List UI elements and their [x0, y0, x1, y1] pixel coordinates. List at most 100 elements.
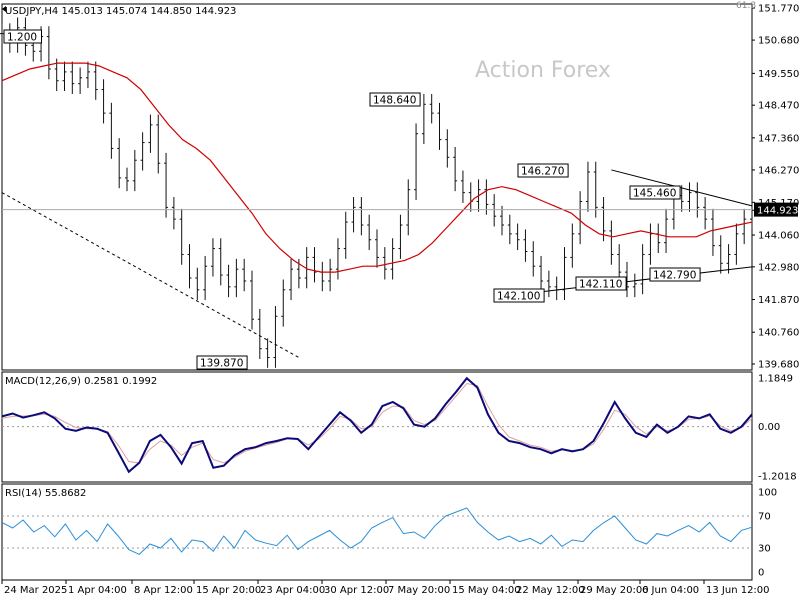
price-bar — [687, 182, 692, 212]
price-bar — [101, 79, 106, 124]
price-bar — [328, 258, 333, 292]
rsi-header: RSI(14) 55.8682 — [5, 488, 86, 499]
price-annotation: 142.790 — [649, 267, 701, 282]
fib-level-label: 61.8 — [736, 1, 756, 11]
moving-average-line — [1, 62, 753, 273]
price-bar — [718, 235, 723, 274]
macd-y-tick-label: -1.2018 — [758, 472, 797, 483]
price-bar — [500, 205, 504, 236]
price-bar — [453, 146, 458, 192]
price-bar — [539, 255, 544, 292]
price-bar — [265, 338, 270, 368]
price-bar — [742, 208, 747, 245]
price-bar — [429, 93, 434, 124]
price-bar — [531, 241, 536, 277]
price-bar — [226, 264, 231, 298]
price-bar — [695, 182, 700, 218]
price-bar — [195, 267, 200, 301]
price-bar — [390, 238, 395, 280]
rsi-line — [1, 507, 753, 555]
triangle-trendline — [611, 169, 753, 207]
price-annotation-box — [649, 267, 701, 282]
price-annotation-box — [517, 163, 569, 178]
price-annotation-label: 142.110 — [579, 279, 622, 291]
price-bar — [375, 229, 379, 268]
price-bar — [359, 197, 364, 236]
price-bar — [398, 214, 403, 259]
price-y-tick-label: 148.470 — [758, 101, 799, 112]
price-bar — [148, 114, 153, 153]
price-bar — [250, 270, 254, 330]
price-bar — [218, 238, 223, 286]
x-tick-label: 29 May 20:00 — [580, 585, 649, 596]
price-bar — [601, 197, 606, 242]
price-bar — [164, 152, 169, 218]
price-bar — [734, 223, 739, 265]
price-y-tick-label: 142.980 — [758, 262, 799, 273]
price-bar — [562, 247, 567, 301]
price-bar — [703, 197, 708, 230]
price-bar — [484, 179, 489, 215]
price-bar — [187, 244, 192, 289]
price-annotation: 142.110 — [575, 276, 627, 291]
price-bar — [726, 244, 731, 274]
macd-y-tick-label: 0.00 — [758, 422, 780, 433]
price-bar — [546, 270, 551, 298]
price-bar — [171, 197, 176, 230]
price-bar — [273, 305, 278, 368]
price-bar — [421, 93, 426, 145]
price-bar — [414, 123, 419, 200]
price-bar — [109, 102, 114, 159]
macd-y-tick-label: 1.1849 — [758, 374, 793, 385]
price-bar — [593, 161, 598, 218]
price-bar — [203, 255, 208, 301]
price-bar — [640, 244, 645, 295]
macd-header: MACD(12,26,9) 0.2581 0.1992 — [5, 376, 157, 387]
price-bar — [515, 223, 520, 251]
price-bar — [78, 67, 83, 94]
price-bar — [367, 214, 372, 251]
price-annotation: 148.640 — [369, 92, 421, 107]
price-bar — [664, 208, 669, 253]
price-annotation: 139.870 — [196, 355, 248, 370]
price-bar — [289, 258, 294, 301]
x-tick-label: 24 Mar 2025 — [4, 585, 67, 596]
price-annotation-box — [369, 92, 421, 107]
price-bar — [210, 238, 215, 277]
price-y-tick-label: 147.360 — [758, 133, 799, 144]
price-y-tick-label: 151.770 — [758, 4, 799, 15]
price-bar — [585, 161, 590, 212]
price-panel-frame — [1, 3, 753, 371]
price-bar — [46, 26, 51, 80]
x-tick-label: 7 May 20:00 — [388, 585, 450, 596]
price-annotation-box — [629, 185, 681, 200]
price-annotation-label: 139.870 — [200, 358, 243, 370]
price-bar — [578, 191, 583, 245]
price-bar — [70, 61, 75, 94]
price-bar — [156, 114, 161, 174]
x-tick-label: 15 May 04:00 — [452, 585, 521, 596]
x-tick-label: 6 Jun 04:00 — [642, 585, 699, 596]
last-price-tag — [754, 202, 798, 217]
price-bar — [140, 132, 145, 171]
rsi-y-tick-label: 30 — [758, 544, 771, 555]
price-bar — [445, 129, 450, 168]
price-bar — [710, 208, 715, 256]
price-bar — [750, 199, 754, 230]
price-annotation-box — [493, 288, 545, 303]
price-bar — [132, 149, 137, 192]
price-bar — [617, 244, 622, 283]
rsi-y-tick-label: 70 — [758, 512, 771, 523]
last-price-label: 144.923 — [757, 206, 798, 217]
price-bar — [625, 261, 629, 298]
price-bar — [632, 273, 637, 298]
price-bar — [335, 238, 340, 280]
price-annotation-label: 148.640 — [373, 95, 416, 107]
price-bar — [523, 229, 528, 262]
macd-signal-line — [1, 382, 753, 464]
rsi-y-tick-label: 0 — [758, 568, 764, 579]
x-tick-label: 30 Apr 12:00 — [324, 585, 389, 596]
